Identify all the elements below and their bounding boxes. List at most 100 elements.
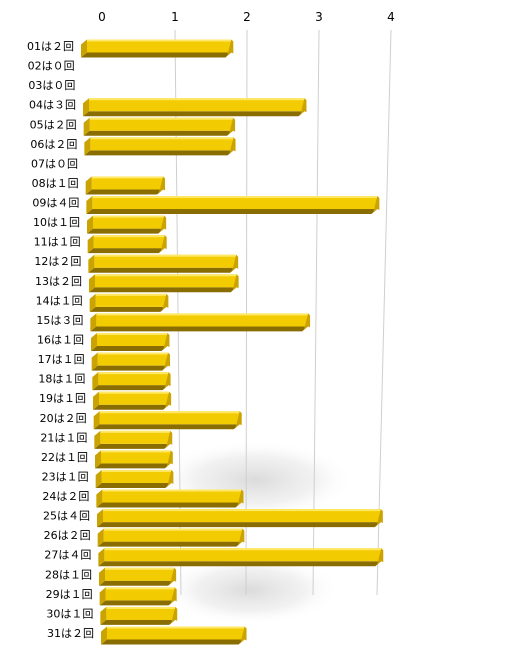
gridline [245,29,248,596]
bar-top [104,548,382,551]
bar-bottom [94,443,171,449]
bar-bottom [99,600,175,606]
bar-top [95,293,167,296]
chart-shadow [155,440,355,520]
bar-end [162,372,171,391]
bar [90,313,311,332]
bar [91,352,171,371]
bar-top [91,176,164,179]
bar-top [106,606,176,609]
bar-top [92,196,378,199]
category-label: 10は１回 [33,216,80,229]
bar-top [90,137,234,140]
x-tick-label: 3 [315,10,323,24]
category-label: 02は０回 [28,60,75,73]
category-label: 07は０回 [31,157,78,170]
bar-left [93,391,99,410]
bar-left [99,567,105,586]
bar [87,215,167,234]
bar-end [161,333,170,351]
chart-shadow [160,555,340,625]
bar-top [97,352,169,355]
bar-top [89,117,234,120]
bar-end [164,450,173,469]
bar-top [89,98,305,101]
category-label: 29は１回 [46,588,93,601]
bar-end [168,567,177,586]
bar-left [83,117,90,136]
category-label: 03は０回 [28,79,75,92]
bar-end [302,313,311,332]
bar-left [81,39,87,58]
category-label: 25は４回 [43,510,90,523]
bar [89,274,239,293]
category-label: 17は１回 [38,353,85,366]
bar-face [94,254,237,268]
bar-top [99,411,240,414]
category-label: 05は２回 [30,118,77,131]
bar-end [158,235,167,254]
category-label: 08は１回 [32,177,79,190]
bar-bottom [97,522,381,528]
bar-left [100,606,107,625]
x-tick-label: 4 [387,10,395,24]
bar-bottom [87,228,165,234]
bar-left [92,372,99,391]
bar-face [101,469,172,483]
bar [93,391,172,410]
bar-left [91,352,98,371]
bar-face [90,137,234,151]
bar-top [96,313,309,316]
bar [98,548,384,567]
bar-top [105,567,175,570]
bar [99,587,177,606]
bar-top [97,333,168,335]
bar [94,430,173,449]
bar [89,293,169,312]
category-label: 09は４回 [32,197,79,210]
bar-top [105,587,175,590]
bar-left [93,411,100,430]
bar-left [87,235,94,254]
category-label: 23は１回 [42,470,89,483]
bar-end [169,606,178,625]
bar-top [102,489,242,492]
bar-left [88,254,95,273]
bar-face [103,509,381,523]
bar [81,39,234,58]
bar [100,606,178,625]
bar [97,528,245,547]
bar-end [371,196,380,215]
bar-face [104,548,382,562]
bar-top [95,274,237,277]
bar-left [101,626,107,645]
bar-end [157,176,166,195]
bar-face [97,352,169,366]
bar-end [162,352,171,371]
bar-bottom [101,639,245,645]
category-label: 16は１回 [37,334,84,347]
bar-bottom [85,189,164,195]
bar-end [298,98,307,117]
bar [93,411,242,430]
bar [97,509,383,528]
category-label: 28は１回 [45,568,92,581]
gridline [312,29,320,596]
bar-end [165,469,174,488]
bar-left [87,215,93,234]
bar-face [89,117,234,131]
bar-left [97,528,104,547]
bar [95,450,173,469]
bar [88,254,239,273]
bar-end [236,528,245,547]
bar-top [94,254,237,257]
bar-bottom [91,346,168,351]
bar-left [94,430,101,449]
bar-face [107,626,245,640]
bar-face [103,528,243,542]
bar [95,469,174,488]
bar-face [92,196,378,210]
bar-left [99,587,106,606]
category-label: 11は１回 [34,236,81,249]
